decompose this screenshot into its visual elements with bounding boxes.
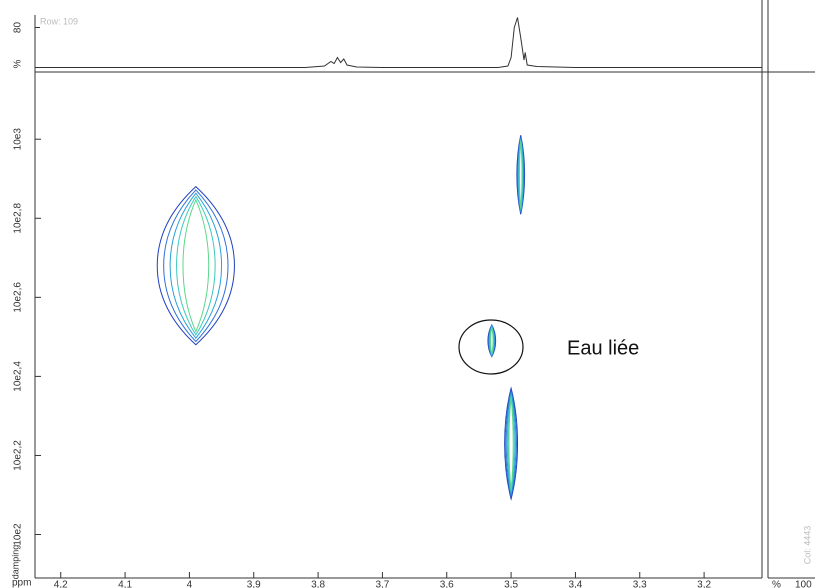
y-tick-label: 10e3 [13, 128, 24, 151]
col-label: Col: 4443 [802, 526, 812, 565]
contour [163, 189, 229, 343]
x-axis-label: ppm [12, 578, 31, 588]
contour [504, 388, 519, 500]
x-tick-label: 3,7 [375, 580, 389, 588]
y-tick-label: 10e2 [13, 523, 24, 546]
contour [156, 185, 235, 346]
annotation: Eau liée [567, 337, 639, 359]
x-tick-label: 3,6 [440, 580, 454, 588]
contour [505, 390, 517, 497]
x-tick-label: 4,2 [54, 580, 68, 588]
contour [490, 327, 494, 355]
x-tick-label: 3,2 [697, 580, 711, 588]
x-tick-label: 3,5 [504, 580, 518, 588]
projection-line [35, 17, 762, 68]
x-tick-label: 3,4 [568, 580, 582, 588]
y-tick-label: 10e2,6 [13, 282, 24, 313]
contour [506, 392, 516, 495]
x-tick-label: 4 [187, 580, 193, 588]
annotation-circle [458, 319, 524, 375]
projection-tick-label: 80 [13, 22, 24, 34]
side-axis-label: % [772, 580, 781, 588]
x-tick-label: 3,8 [311, 580, 325, 588]
contour [176, 195, 216, 336]
x-tick-label: 3,3 [633, 580, 647, 588]
side-tick-label: 100 [795, 580, 812, 588]
contour [508, 397, 514, 490]
row-label: Row: 109 [40, 16, 78, 26]
x-tick-label: 3,9 [247, 580, 261, 588]
x-tick-label: 4,1 [118, 580, 132, 588]
contour [182, 198, 210, 333]
contour [169, 192, 223, 339]
projection-y-label: % [13, 59, 24, 68]
y-tick-label: 10e2,2 [13, 440, 24, 471]
y-tick-label: 10e2,4 [13, 361, 24, 392]
contour [507, 395, 515, 493]
y-axis-label: damping [10, 545, 20, 580]
y-tick-label: 10e2,8 [13, 203, 24, 234]
contour [518, 141, 523, 208]
